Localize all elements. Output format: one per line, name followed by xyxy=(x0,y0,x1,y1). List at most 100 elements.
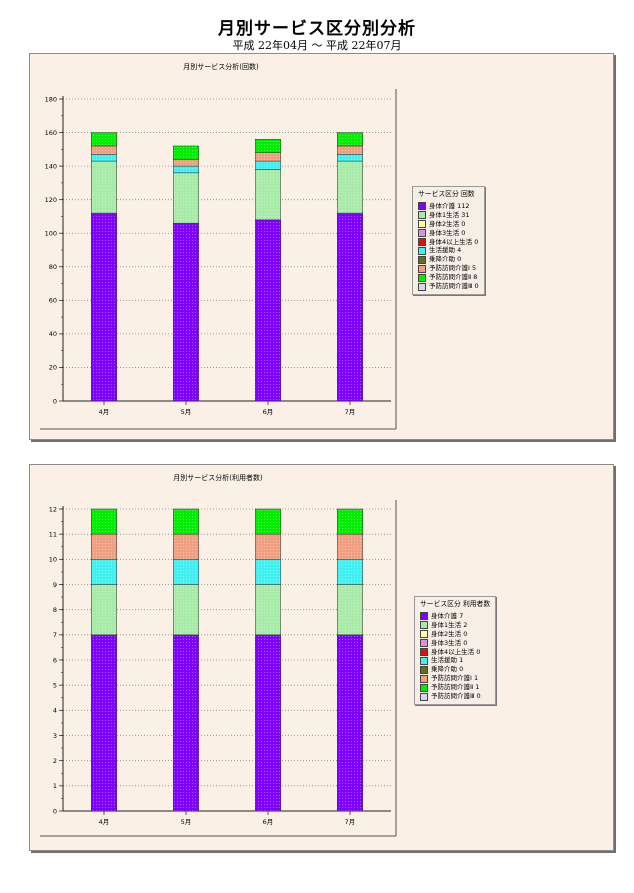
y-tick-label: 10 xyxy=(49,556,57,564)
y-tick-label: 0 xyxy=(53,397,57,405)
legend-swatch xyxy=(420,630,428,639)
bar-segment xyxy=(255,160,281,170)
x-tick-label: 7月 xyxy=(345,408,356,416)
bar-segment xyxy=(91,584,117,636)
visits-chart-panel: 月別サービス分析(回数) 0 20 40 60 80 100 120 140 160 180 4月 5月… xyxy=(29,53,614,440)
legend-item: 予防訪問介護Ⅰ 5 xyxy=(418,264,479,273)
x-tick-label: 7月 xyxy=(345,818,356,826)
bar-segment xyxy=(173,508,199,535)
y-tick-label: 160 xyxy=(45,129,57,137)
bar-segment xyxy=(173,172,199,224)
bar-segment xyxy=(337,584,363,636)
bar-segment xyxy=(173,222,199,402)
bar-segment xyxy=(255,152,281,162)
legend-swatch xyxy=(420,612,428,621)
y-tick-label: 4 xyxy=(53,707,57,715)
bar-segment xyxy=(255,508,281,535)
legend-label: 予防訪問介護Ⅲ 0 xyxy=(429,282,479,291)
bar-segment xyxy=(91,212,117,402)
bar-segment xyxy=(173,165,199,174)
x-tick-label: 5月 xyxy=(181,818,192,826)
legend-swatch xyxy=(420,674,428,683)
legend-item: 身体1生活 2 xyxy=(420,621,490,630)
legend-item: 身体4以上生活 0 xyxy=(418,238,479,247)
y-tick-label: 20 xyxy=(49,364,57,372)
legend-swatch xyxy=(420,683,428,692)
bar-segment xyxy=(337,145,363,155)
users-chart-panel: 月別サービス分析(利用者数) 0 1 2 3 4 5 6 7 8 9 10 11 12 4月 5月 6月 7月 サ… xyxy=(29,464,614,851)
legend-label: 身体介護 112 xyxy=(429,201,470,210)
y-tick-label: 1 xyxy=(53,782,57,790)
y-tick-label: 11 xyxy=(49,530,57,538)
legend-label: 身体2生活 0 xyxy=(429,219,466,228)
bar-segment xyxy=(91,132,117,147)
legend-label: 生活援助 1 xyxy=(431,656,464,665)
legend-item: 予防訪問介護Ⅰ 1 xyxy=(420,674,490,683)
legend-title: サービス区分 利用者数 xyxy=(420,600,491,608)
bar-segment xyxy=(255,584,281,636)
bar-segment xyxy=(337,212,363,402)
bar-segment xyxy=(173,634,199,812)
bar-segment xyxy=(91,145,117,155)
legend-swatch xyxy=(420,692,428,701)
legend-swatch xyxy=(420,656,428,665)
legend-label: 身体3生活 0 xyxy=(431,638,468,647)
legend-label: 身体2生活 0 xyxy=(431,629,468,638)
legend-label: 身体介護 7 xyxy=(431,611,464,620)
legend-label: 乗降介助 0 xyxy=(429,255,462,264)
bar-segment xyxy=(91,634,117,812)
legend-swatch xyxy=(418,255,426,264)
y-tick-label: 9 xyxy=(53,581,57,589)
y-tick-label: 2 xyxy=(53,757,57,765)
y-tick-label: 120 xyxy=(45,196,57,204)
legend-item: 乗降介助 0 xyxy=(418,255,479,264)
legend-item: 身体2生活 0 xyxy=(420,630,490,639)
legend-swatch xyxy=(418,211,426,220)
bar-segment xyxy=(173,559,199,585)
legend-label: 予防訪問介護Ⅱ 1 xyxy=(431,683,480,692)
bar-segment xyxy=(255,139,281,153)
visits-legend: サービス区分 回数 身体介護 112 身体1生活 31 身体2生活 0 身体3生活 0… xyxy=(412,186,485,295)
bar-segment xyxy=(255,533,281,560)
legend-item: 予防訪問介護Ⅲ 0 xyxy=(420,692,490,701)
bar-segment xyxy=(91,154,117,162)
bar-segment xyxy=(173,145,199,160)
x-tick-label: 4月 xyxy=(99,818,110,826)
legend-swatch xyxy=(420,665,428,674)
legend-item: 乗降介助 0 xyxy=(420,665,490,674)
bar-segment xyxy=(337,132,363,147)
bar-segment xyxy=(337,160,363,214)
bar-segment xyxy=(91,160,117,214)
legend-item: 予防訪問介護Ⅲ 0 xyxy=(418,282,479,291)
legend-label: 予防訪問介護Ⅰ 5 xyxy=(429,264,477,273)
bar-segment xyxy=(173,159,199,167)
period-subtitle: 平成 22年04月 ～ 平成 22年07月 xyxy=(232,39,402,52)
bar-segment xyxy=(173,533,199,560)
legend-label: 予防訪問介護Ⅱ 8 xyxy=(429,273,478,282)
legend-title: サービス区分 回数 xyxy=(418,190,475,198)
legend-swatch xyxy=(418,202,426,211)
legend-item: 身体2生活 0 xyxy=(418,220,479,229)
legend-item: 身体4以上生活 0 xyxy=(420,648,490,657)
legend-swatch xyxy=(418,229,426,238)
bar-segment xyxy=(255,219,281,402)
legend-label: 身体4以上生活 0 xyxy=(429,237,479,246)
legend-label: 身体4以上生活 0 xyxy=(431,647,481,656)
legend-swatch xyxy=(420,647,428,656)
x-tick-label: 6月 xyxy=(263,818,274,826)
legend-item: 身体1生活 31 xyxy=(418,211,479,220)
legend-item: 身体3生活 0 xyxy=(420,639,490,648)
bar-segment xyxy=(337,559,363,585)
legend-swatch xyxy=(420,621,428,630)
legend-item: 予防訪問介護Ⅱ 1 xyxy=(420,683,490,692)
legend-label: 乗降介助 0 xyxy=(431,665,464,674)
x-tick-label: 4月 xyxy=(99,408,110,416)
legend-item: 生活援助 1 xyxy=(420,656,490,665)
legend-item: 身体3生活 0 xyxy=(418,229,479,238)
bar-segment xyxy=(255,559,281,585)
bar-segment xyxy=(91,559,117,585)
y-tick-label: 100 xyxy=(45,230,57,238)
x-tick-label: 6月 xyxy=(263,408,274,416)
legend-label: 予防訪問介護Ⅲ 0 xyxy=(431,692,481,701)
